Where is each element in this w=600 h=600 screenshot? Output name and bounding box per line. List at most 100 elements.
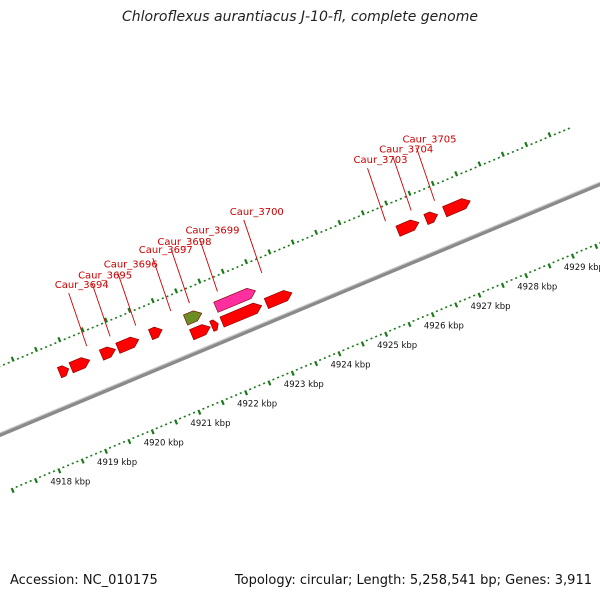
outer-tick (161, 297, 164, 300)
gene-label: Caur_3698 (157, 237, 211, 248)
scale-tick (496, 284, 499, 287)
scale-tick (136, 434, 140, 438)
outer-tick (497, 156, 501, 159)
gene-arrow (68, 357, 91, 374)
gene-label: Caur_3705 (403, 135, 457, 146)
scale-labels: 4918 kbp 4919 kbp 4920 kbp 4921 kbp 4922 kbp… (50, 263, 600, 488)
outer-tick (360, 210, 365, 216)
outer-tick (77, 332, 80, 335)
scale-tick (90, 454, 93, 457)
outer-tick (236, 265, 239, 269)
scale-tick (538, 267, 541, 270)
gene-label: Caur_3696 (104, 260, 158, 271)
outer-tick (49, 344, 52, 347)
outer-tick (418, 189, 421, 193)
outer-tick (296, 240, 300, 243)
kbp-scale-label: 4919 kbp (97, 458, 137, 468)
scale-tick (561, 257, 565, 260)
gene-arrow (183, 310, 203, 326)
kbp-scale-label: 4929 kbp (564, 263, 600, 273)
outer-tick (441, 180, 445, 183)
outer-tick (278, 248, 281, 251)
gene-label-leader (171, 250, 190, 304)
outer-tick (474, 166, 477, 169)
scale-tick (356, 343, 359, 346)
outer-tick (343, 221, 347, 224)
kbp-scale-label: 4927 kbp (471, 302, 511, 312)
outer-tick (567, 127, 571, 130)
outer-tick (399, 197, 403, 200)
gene-arrow (209, 319, 219, 332)
scale-tick (486, 288, 490, 291)
outer-tick (273, 250, 276, 253)
scale-tick (407, 321, 412, 328)
outer-tick (114, 316, 118, 319)
scale-tick (188, 413, 191, 416)
outer-tick (119, 314, 122, 317)
outer-tick (91, 326, 94, 329)
outer-tick (553, 133, 557, 136)
outer-tick (530, 142, 533, 146)
scale-tick (416, 317, 420, 321)
scale-tick (505, 280, 509, 284)
outer-tick (290, 239, 295, 245)
outer-tick (26, 353, 29, 357)
outer-tick (254, 258, 258, 261)
outer-tick (371, 209, 375, 212)
gene-label-leader (199, 238, 218, 292)
outer-tick (334, 224, 337, 228)
outer-tick (460, 172, 463, 175)
scale-tick (426, 313, 429, 317)
scale-tick (15, 485, 18, 488)
scale-tick (328, 354, 331, 358)
outer-tick (464, 170, 468, 173)
gene-arrow (395, 219, 420, 237)
scale-tick (351, 345, 355, 348)
scale-tick (472, 294, 476, 297)
scale-tick (118, 442, 121, 446)
outer-tick (156, 299, 160, 302)
outer-tick (390, 201, 393, 204)
scale-tick (164, 423, 168, 426)
scale-tick (220, 399, 225, 406)
outer-tick (110, 318, 113, 321)
outer-tick (30, 351, 34, 355)
outer-tick (10, 356, 15, 362)
scale-tick (318, 358, 322, 362)
outer-tick (352, 217, 356, 220)
outer-tick (21, 355, 24, 358)
scale-tick (482, 290, 485, 293)
gene-label: Caur_3697 (139, 245, 193, 256)
scale-tick (552, 261, 555, 264)
outer-tick (282, 246, 286, 249)
scale-tick (589, 245, 593, 248)
scale-tick (202, 407, 205, 410)
scale-tick (435, 310, 439, 313)
gene-arrow (148, 326, 163, 341)
gene-label: Caur_3700 (230, 207, 284, 218)
scale-tick-track (10, 242, 600, 494)
scale-tick (421, 315, 425, 319)
outer-tick (310, 234, 314, 237)
scale-tick (533, 269, 537, 272)
gene-label: Caur_3704 (379, 144, 433, 155)
scale-tick (239, 392, 242, 395)
outer-tick (208, 277, 211, 280)
map-title: Chloroflexus aurantiacus J-10-fl, comple… (122, 9, 478, 25)
scale-tick (43, 473, 46, 477)
outer-tick (80, 327, 85, 333)
outer-tick (147, 303, 150, 306)
scale-tick (216, 401, 219, 405)
outer-tick (287, 244, 290, 247)
outer-tick (337, 219, 342, 226)
scale-tick (346, 347, 350, 350)
outer-tick (404, 195, 407, 198)
scale-tick (113, 444, 116, 447)
outer-tick (203, 279, 206, 282)
scale-tick (197, 409, 202, 416)
scale-tick (281, 374, 284, 377)
outer-tick (226, 269, 230, 273)
scale-tick (430, 311, 435, 318)
kbp-scale-label: 4920 kbp (144, 438, 184, 448)
